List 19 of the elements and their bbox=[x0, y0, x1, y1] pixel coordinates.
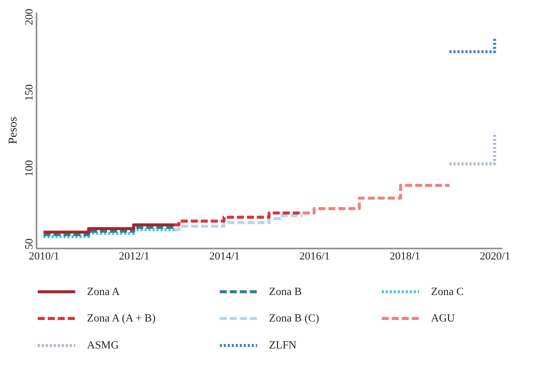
legend-label: Zona B bbox=[269, 286, 302, 298]
legend-label: Zona C bbox=[431, 286, 464, 298]
y-tick-label: 150 bbox=[24, 84, 36, 101]
y-tick-label: 50 bbox=[24, 238, 36, 250]
legend-label: Zona A (A + B) bbox=[87, 312, 156, 324]
x-tick-label: 2014/1 bbox=[209, 250, 240, 262]
legend-label: Zona A bbox=[87, 286, 120, 298]
x-tick-label: 2018/1 bbox=[390, 250, 420, 262]
legend-label: ZLFN bbox=[269, 340, 297, 352]
x-tick-label: 2016/1 bbox=[299, 250, 330, 262]
legend-label: AGU bbox=[431, 312, 455, 324]
x-tick-label: 2012/1 bbox=[118, 250, 150, 262]
x-tick-label: 2020/1 bbox=[480, 250, 510, 262]
legend-label: ASMG bbox=[87, 340, 119, 352]
y-tick-label: 100 bbox=[24, 160, 36, 177]
x-tick-label: 2010/1 bbox=[28, 250, 60, 262]
y-axis-title: Pesos bbox=[6, 116, 20, 144]
y-tick-label: 200 bbox=[24, 8, 36, 26]
legend-label: Zona B (C) bbox=[269, 312, 320, 324]
